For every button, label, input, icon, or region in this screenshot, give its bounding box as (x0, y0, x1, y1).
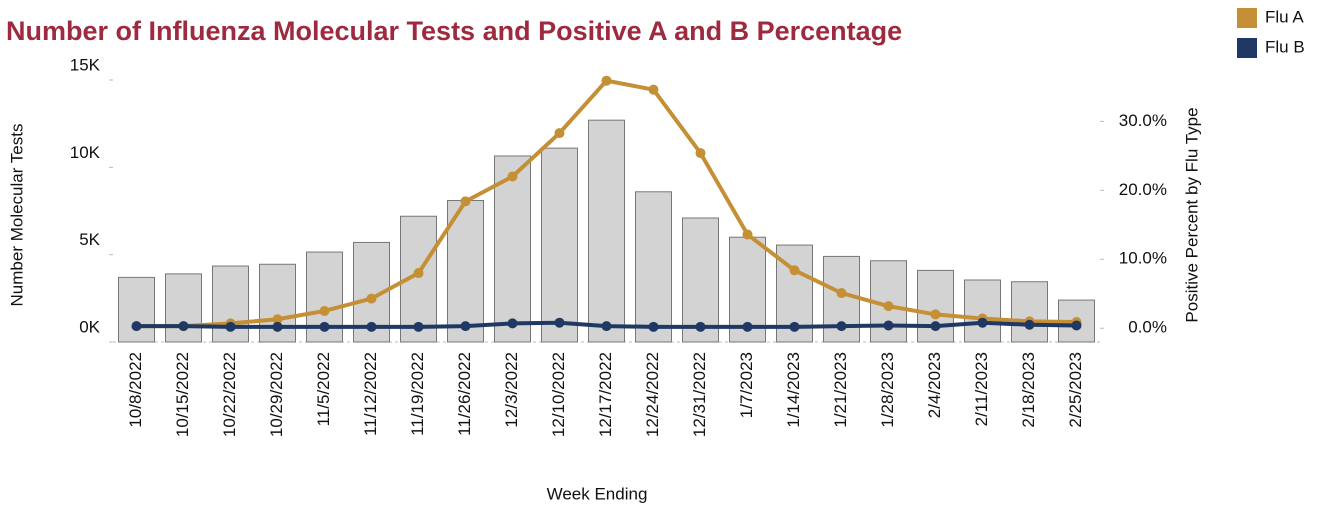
point (413, 268, 424, 279)
bar (259, 263, 296, 343)
bar (964, 279, 1001, 343)
point (507, 318, 518, 329)
x-tick-label: 11/26/2022 (455, 352, 474, 436)
point (460, 196, 471, 207)
point (883, 301, 894, 312)
bar (494, 155, 531, 343)
chart-title: Number of Influenza Molecular Tests and … (6, 16, 902, 46)
bar (165, 273, 202, 343)
x-tick-label: 2/25/2023 (1066, 352, 1085, 428)
x-tick-label: 10/29/2022 (267, 352, 286, 437)
point (601, 321, 612, 332)
bar (917, 269, 954, 343)
point (272, 321, 283, 332)
bar (588, 119, 625, 343)
x-tick-label: 1/21/2023 (831, 352, 850, 428)
point (648, 84, 659, 95)
y2-tick-label: 10.0% (1119, 249, 1167, 268)
y2-tick-label: 30.0% (1119, 111, 1167, 130)
legend-label: Flu A (1265, 7, 1304, 26)
point (319, 321, 330, 332)
y-axis-title: Number Molecular Tests (7, 124, 26, 307)
point (554, 128, 565, 139)
x-tick-label: 2/11/2023 (972, 352, 991, 426)
y-tick-label: 5K (79, 230, 100, 249)
bar (118, 276, 155, 343)
x-tick-label: 12/31/2022 (690, 352, 709, 437)
point (836, 321, 847, 332)
point (836, 288, 847, 299)
point (554, 317, 565, 328)
point (272, 314, 283, 325)
point (648, 321, 659, 332)
x-tick-label: 1/28/2023 (878, 352, 897, 428)
y-tick-label: 10K (70, 143, 101, 162)
legend-label: Flu B (1265, 37, 1305, 56)
legend-swatch (1237, 8, 1257, 28)
x-tick-label: 2/4/2023 (925, 352, 944, 418)
x-axis-title: Week Ending (547, 484, 648, 503)
x-tick-label: 1/7/2023 (737, 352, 756, 418)
point (460, 321, 471, 332)
point (366, 321, 377, 332)
y2-tick-label: 0.0% (1128, 318, 1167, 337)
point (1024, 319, 1035, 330)
x-tick-label: 11/12/2022 (361, 352, 380, 436)
point (319, 305, 330, 316)
point (178, 321, 189, 332)
x-tick-label: 12/17/2022 (596, 352, 615, 437)
bar (1011, 281, 1048, 343)
x-tick-label: 11/19/2022 (408, 352, 427, 436)
point (131, 321, 142, 332)
point (601, 75, 612, 86)
point (225, 321, 236, 332)
x-tick-label: 10/22/2022 (220, 352, 239, 437)
x-tick-label: 12/10/2022 (549, 352, 568, 437)
x-tick-label: 1/14/2023 (784, 352, 803, 428)
x-tick-label: 12/24/2022 (643, 352, 662, 437)
legend-swatch (1237, 38, 1257, 58)
point (742, 321, 753, 332)
point (742, 229, 753, 240)
point (695, 321, 706, 332)
point (1071, 320, 1082, 331)
y2-tick-label: 20.0% (1119, 180, 1167, 199)
point (789, 321, 800, 332)
bar (541, 147, 578, 343)
y2-axis-title: Positive Percent by Flu Type (1182, 107, 1201, 322)
x-tick-label: 10/8/2022 (126, 352, 145, 428)
point (789, 265, 800, 276)
point (695, 148, 706, 159)
point (413, 321, 424, 332)
bar (447, 200, 484, 343)
point (930, 321, 941, 332)
bar (635, 191, 672, 343)
bar (682, 217, 719, 343)
point (507, 171, 518, 182)
y-tick-label: 15K (70, 55, 101, 74)
x-tick-label: 12/3/2022 (502, 352, 521, 428)
point (930, 309, 941, 320)
point (977, 317, 988, 328)
point (883, 320, 894, 331)
point (366, 293, 377, 304)
x-tick-label: 10/15/2022 (173, 352, 192, 437)
x-tick-label: 11/5/2022 (314, 352, 333, 426)
y-tick-label: 0K (79, 317, 100, 336)
x-tick-label: 2/18/2023 (1019, 352, 1038, 428)
